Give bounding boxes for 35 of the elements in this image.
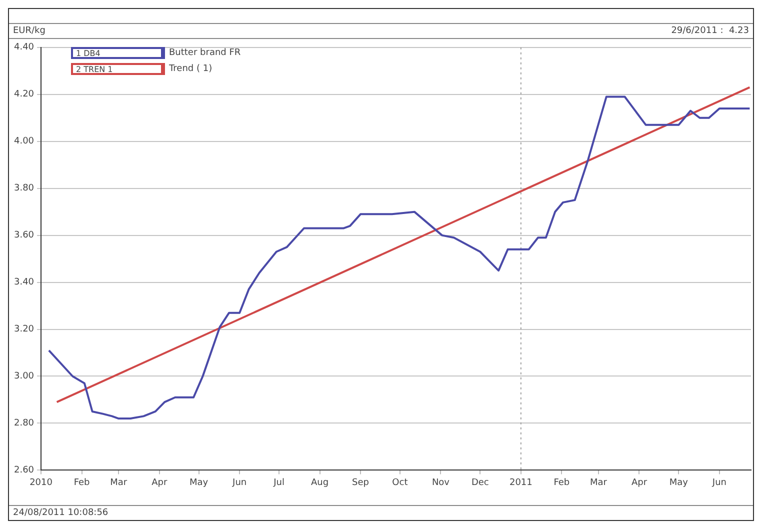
x-tick-label: Aug <box>310 478 329 488</box>
x-tick-label: Mar <box>590 478 608 488</box>
legend-label: Trend ( 1) <box>169 64 212 74</box>
x-tick-label: Apr <box>152 478 168 488</box>
y-tick-label: 2.60 <box>14 466 34 476</box>
y-tick-label: 3.40 <box>14 278 34 288</box>
x-tick-label: Dec <box>471 478 489 488</box>
x-tick-label: 2011 <box>509 478 532 488</box>
x-tick-label: Sep <box>352 478 370 488</box>
annotation: 2 TREN 1 <box>71 63 161 75</box>
text: 29/6/2011 : 4.23 <box>671 26 749 36</box>
x-tick-label: Mar <box>110 478 128 488</box>
x-tick-label: Oct <box>392 478 408 488</box>
x-tick-label: Jun <box>232 478 247 488</box>
y-tick-label: 3.20 <box>14 324 34 335</box>
x-tick-label: Feb <box>74 478 90 488</box>
x-tick-label: Jul <box>272 478 284 488</box>
x-tick-label: May <box>190 478 209 488</box>
y-tick-label: 2.80 <box>14 418 34 429</box>
y-tick-label: 4.20 <box>14 90 34 100</box>
y-axis-title: EUR/kg <box>13 26 46 36</box>
x-tick-label: 2010 <box>30 478 53 488</box>
x-tick-label: Nov <box>432 478 450 488</box>
legend-label: Butter brand FR <box>169 48 241 58</box>
y-tick-label: 3.80 <box>14 184 34 194</box>
x-tick-label: Jun <box>711 478 726 488</box>
y-tick-label: 3.60 <box>14 230 34 241</box>
y-tick-label: 3.00 <box>14 372 34 382</box>
x-tick-label: Feb <box>554 478 570 488</box>
y-tick-label: 4.00 <box>14 136 34 147</box>
y-tick-label: 4.40 <box>14 42 34 53</box>
x-tick-label: May <box>669 478 689 488</box>
text: 24/08/2011 10:08:56 <box>9 505 753 520</box>
annotation: 1 DB4 <box>71 47 161 59</box>
x-tick-label: Apr <box>631 478 648 488</box>
